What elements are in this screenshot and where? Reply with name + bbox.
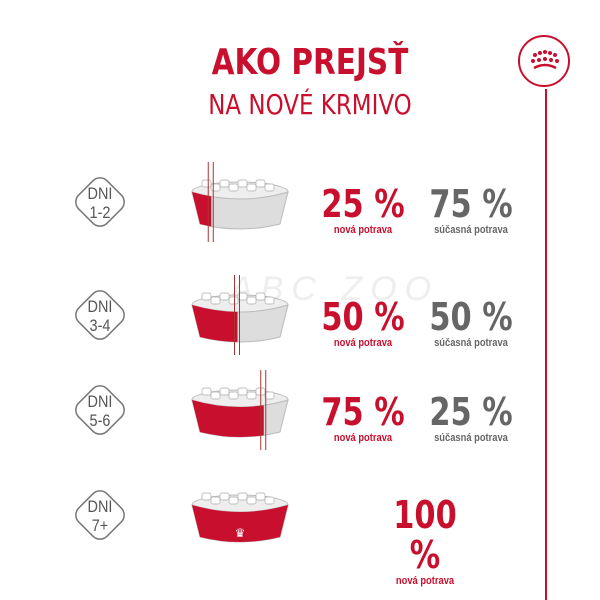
food-bowl-icon	[191, 370, 289, 450]
day-badge: DNI 1-2	[68, 170, 132, 234]
current-food-percent: 25 % súčasná potrava	[429, 390, 513, 444]
title-line-1: AKO PREJSŤ	[211, 42, 409, 83]
day-range: 1-2	[89, 203, 111, 222]
day-badge: DNI 7+	[68, 483, 132, 547]
crown-icon	[531, 50, 559, 70]
current-food-percent: 50 % súčasná potrava	[429, 295, 513, 349]
food-bowl-icon	[191, 162, 289, 242]
timeline-line	[545, 89, 547, 600]
day-range: 5-6	[89, 411, 111, 430]
new-food-percent: 75 % nová potrava	[321, 390, 405, 444]
svg-text:♛: ♛	[235, 526, 246, 540]
day-label: DNI	[87, 497, 113, 516]
new-food-percent: 100 % nová potrava	[393, 493, 457, 587]
day-badge: DNI 5-6	[68, 378, 132, 442]
new-food-percent: 25 % nová potrava	[321, 182, 405, 236]
new-food-percent: 50 % nová potrava	[321, 295, 405, 349]
day-range: 7+	[91, 516, 109, 535]
day-label: DNI	[87, 184, 113, 203]
day-label: DNI	[87, 297, 113, 316]
food-bowl-icon: ♛	[191, 492, 289, 543]
current-food-percent: 75 % súčasná potrava	[429, 182, 513, 236]
logo-badge	[518, 35, 570, 87]
day-label: DNI	[87, 392, 113, 411]
food-bowl-icon	[191, 275, 289, 355]
day-badge: DNI 3-4	[68, 283, 132, 347]
title-line-2: NA NOVÉ KRMIVO	[208, 88, 412, 121]
day-range: 3-4	[89, 316, 111, 335]
